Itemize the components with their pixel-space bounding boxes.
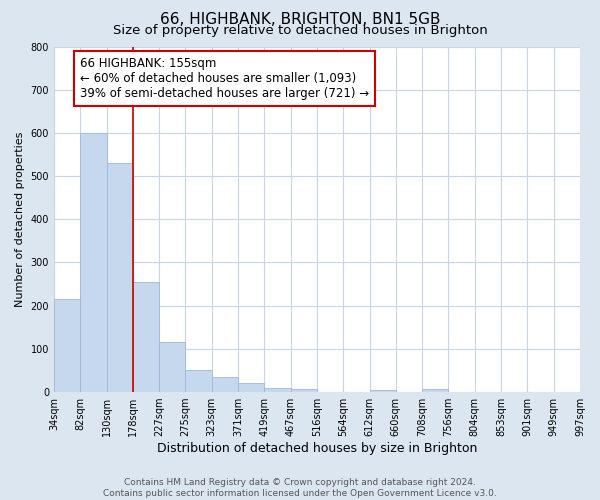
Bar (370, 390, 396, 392)
Bar (80, 133, 107, 392)
Bar (54, 299, 80, 392)
Y-axis label: Number of detached properties: Number of detached properties (15, 132, 25, 307)
Bar (133, 282, 159, 392)
Bar (212, 377, 238, 392)
Bar (422, 389, 448, 392)
Bar (159, 342, 185, 392)
X-axis label: Distribution of detached houses by size in Brighton: Distribution of detached houses by size … (157, 442, 477, 455)
Bar (290, 388, 317, 392)
Bar (238, 384, 265, 392)
Bar (265, 388, 290, 392)
Text: 66, HIGHBANK, BRIGHTON, BN1 5GB: 66, HIGHBANK, BRIGHTON, BN1 5GB (160, 12, 440, 28)
Text: 66 HIGHBANK: 155sqm
← 60% of detached houses are smaller (1,093)
39% of semi-det: 66 HIGHBANK: 155sqm ← 60% of detached ho… (80, 57, 370, 100)
Bar (107, 163, 133, 392)
Text: Size of property relative to detached houses in Brighton: Size of property relative to detached ho… (113, 24, 487, 37)
Bar (185, 370, 212, 392)
Text: Contains HM Land Registry data © Crown copyright and database right 2024.
Contai: Contains HM Land Registry data © Crown c… (103, 478, 497, 498)
